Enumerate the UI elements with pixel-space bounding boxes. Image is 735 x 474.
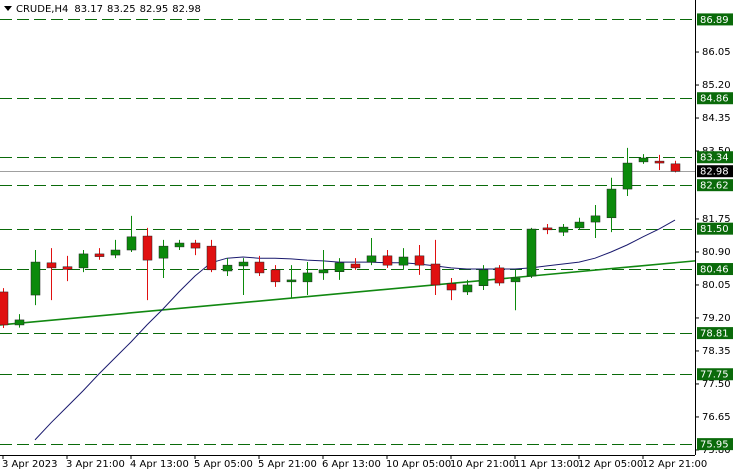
x-tick-label: 10 Apr 05:00 xyxy=(386,459,451,470)
candle-body xyxy=(302,272,313,283)
y-tick-label: 81.75 xyxy=(702,214,731,225)
level-label: 84.86 xyxy=(700,94,729,105)
candle-body xyxy=(78,253,89,269)
x-tick-label: 5 Apr 05:00 xyxy=(194,459,253,470)
level-label: 82.62 xyxy=(700,181,729,192)
level-label-box xyxy=(697,222,733,235)
candle-body xyxy=(286,279,297,283)
x-tick-label: 3 Apr 2023 xyxy=(2,459,57,470)
candle-body xyxy=(542,227,553,231)
candle-body xyxy=(638,157,649,163)
candle-body xyxy=(398,256,409,266)
level-label: 75.95 xyxy=(700,440,729,451)
chart-header: CRUDE,H4 83.17 83.25 82.95 82.98 xyxy=(16,4,201,15)
x-tick-label: 12 Apr 21:00 xyxy=(642,459,707,470)
trendline xyxy=(0,260,696,326)
candle-body xyxy=(622,162,633,190)
candle-body xyxy=(526,228,537,277)
level-label: 86.89 xyxy=(700,15,729,26)
x-tick-label: 3 Apr 21:00 xyxy=(66,459,125,470)
candle-body xyxy=(318,269,329,274)
candle-body xyxy=(446,283,457,291)
y-tick-label: 84.35 xyxy=(702,113,731,124)
level-label-box xyxy=(697,151,733,164)
last-price-box xyxy=(697,165,733,178)
y-tick-label: 85.20 xyxy=(702,80,731,91)
candle-body xyxy=(350,263,361,269)
x-tick-label: 5 Apr 21:00 xyxy=(258,459,317,470)
level-label: 77.75 xyxy=(700,370,729,381)
candle-body xyxy=(46,262,57,269)
candle-body xyxy=(14,319,25,326)
candle-body xyxy=(222,264,233,272)
level-label-box xyxy=(697,368,733,381)
level-label: 83.34 xyxy=(700,153,729,164)
candle-body xyxy=(94,253,105,257)
candle-body xyxy=(590,215,601,223)
level-label: 80.46 xyxy=(700,265,729,276)
candle-body xyxy=(606,188,617,219)
x-tick-label: 6 Apr 13:00 xyxy=(322,459,381,470)
y-tick-label: 80.05 xyxy=(702,280,731,291)
candle-body xyxy=(190,242,201,249)
candle-body xyxy=(270,269,281,283)
x-tick-label: 4 Apr 13:00 xyxy=(130,459,189,470)
x-tick-label: 12 Apr 05:00 xyxy=(578,459,643,470)
level-label-box xyxy=(697,438,733,451)
candle-body xyxy=(174,242,185,248)
candle-body xyxy=(574,221,585,229)
level-label: 78.81 xyxy=(700,329,729,340)
level-label-box xyxy=(697,92,733,105)
candle-body xyxy=(158,245,169,259)
candle-body xyxy=(414,255,425,266)
candle-body xyxy=(494,267,505,284)
level-label-box xyxy=(697,327,733,340)
symbol-menu-arrow[interactable] xyxy=(4,6,12,11)
level-label-box xyxy=(697,179,733,192)
y-tick-label: 86.05 xyxy=(702,47,731,58)
candle-body xyxy=(366,255,377,263)
y-tick-label: 77.50 xyxy=(702,379,731,390)
open-price: 83.17 xyxy=(74,4,103,15)
symbol: CRUDE,H4 xyxy=(16,4,68,15)
y-tick-label: 80.90 xyxy=(702,247,731,258)
candle-body xyxy=(510,277,521,283)
x-tick-label: 11 Apr 13:00 xyxy=(514,459,579,470)
y-tick-label: 75.80 xyxy=(702,445,731,456)
candle-body xyxy=(110,249,121,256)
candle-body xyxy=(126,236,137,251)
low-price: 82.95 xyxy=(140,4,169,15)
candle-body xyxy=(334,262,345,273)
y-tick-label: 79.20 xyxy=(702,313,731,324)
candle-body xyxy=(238,261,249,267)
candle-body xyxy=(382,255,393,266)
candle-body xyxy=(254,261,265,274)
candle-body xyxy=(430,263,441,286)
x-tick-label: 10 Apr 21:00 xyxy=(450,459,515,470)
candle-body xyxy=(30,261,41,296)
level-label: 81.50 xyxy=(700,224,729,235)
level-label-box xyxy=(697,263,733,276)
candle-body xyxy=(142,235,153,261)
candle-body xyxy=(654,160,665,164)
candle-body xyxy=(670,163,681,172)
candle-body xyxy=(0,291,9,326)
candle-body xyxy=(478,269,489,286)
level-label-box xyxy=(697,13,733,26)
candle-body xyxy=(62,266,73,270)
y-tick-label: 78.35 xyxy=(702,346,731,357)
y-tick-label: 76.65 xyxy=(702,412,731,423)
high-price: 83.25 xyxy=(107,4,136,15)
close-price: 82.98 xyxy=(172,4,201,15)
candle-body xyxy=(462,284,473,293)
last-price-label: 82.98 xyxy=(700,167,729,178)
candle-body xyxy=(206,245,217,271)
candle-body xyxy=(558,226,569,233)
